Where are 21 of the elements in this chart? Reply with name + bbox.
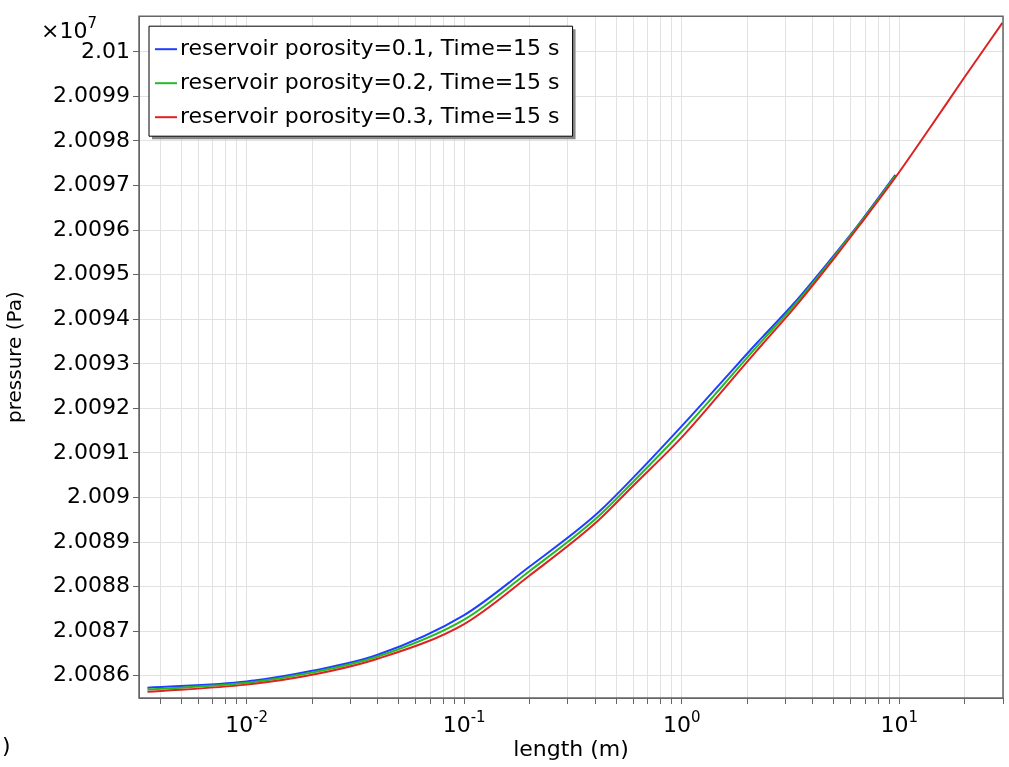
y-tick-label: 2.0088 — [53, 572, 130, 598]
legend-label: reservoir porosity=0.1, Time=15 s — [180, 34, 560, 60]
y-tick-label: 2.0093 — [53, 349, 130, 375]
y-tick-label: 2.0086 — [53, 661, 130, 687]
y-tick-label: 2.0094 — [53, 304, 130, 330]
x-axis-title: length (m) — [513, 735, 629, 761]
legend-label: reservoir porosity=0.2, Time=15 s — [180, 68, 560, 94]
y-tick-label: 2.009 — [67, 483, 130, 509]
y-tick-label: 2.0087 — [53, 616, 130, 642]
y-tick-label: 2.0097 — [53, 171, 130, 197]
y-axis-title: pressure (Pa) — [2, 291, 27, 423]
legend-label: reservoir porosity=0.3, Time=15 s — [180, 102, 560, 128]
y-tick-label: 2.0089 — [53, 527, 130, 553]
y-tick-label: 2.0092 — [53, 394, 130, 420]
y-tick-label: 2.0095 — [53, 260, 130, 286]
text: ) — [2, 733, 11, 758]
y-tick-label: 2.01 — [81, 37, 130, 63]
y-tick-label: 2.0098 — [53, 126, 130, 152]
y-tick-label: 2.0091 — [53, 438, 130, 464]
y-tick-label: 2.0096 — [53, 215, 130, 241]
y-tick-label: 2.0099 — [53, 82, 130, 108]
